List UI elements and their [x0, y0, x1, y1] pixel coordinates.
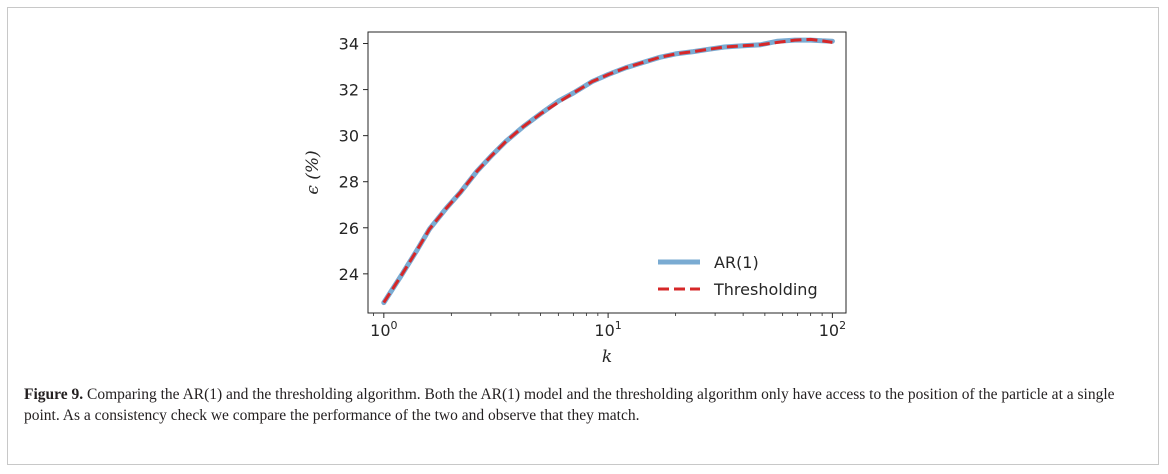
y-tick-label-3: 30: [339, 127, 359, 146]
y-tick-label-4: 32: [339, 81, 359, 100]
series-line-0: [381, 37, 835, 306]
x-tick-label-0: 100: [370, 319, 397, 340]
caption-text: Comparing the AR(1) and the thresholding…: [24, 386, 1115, 424]
legend-label-0: AR(1): [714, 253, 759, 272]
figure-frame: [7, 7, 1159, 465]
line-chart: 24 26 28 30 32 34 100 101 102 k ϵ (%) AR(1) Threshol…: [303, 31, 847, 367]
y-tick-label-0: 24: [339, 265, 359, 284]
x-axis-label: k: [602, 347, 612, 367]
y-axis-label: ϵ (%): [303, 150, 323, 194]
x-tick-label-2: 102: [819, 319, 846, 340]
figure-caption: Figure 9. Comparing the AR(1) and the th…: [24, 384, 1142, 426]
caption-label: Figure 9.: [24, 386, 84, 403]
legend-label-1: Thresholding: [713, 280, 818, 299]
series-line-1: [382, 37, 833, 304]
x-tick-label-1: 101: [594, 319, 621, 340]
y-tick-label-5: 34: [339, 35, 359, 54]
plot-frame: [367, 31, 847, 314]
y-tick-label-1: 26: [339, 219, 359, 238]
y-tick-label-2: 28: [339, 173, 359, 192]
